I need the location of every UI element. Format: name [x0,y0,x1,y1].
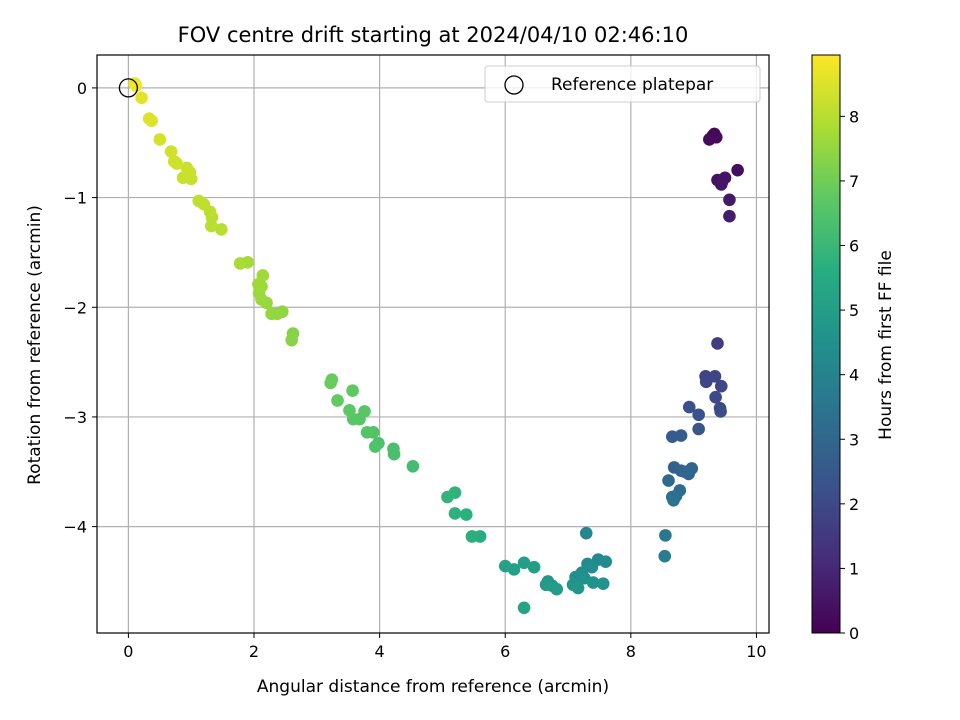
data-point-106 [142,112,156,125]
data-point-77 [324,376,337,390]
axes: 0 2 4 6 8 10 0 −1 −2 −3 −4 [63,54,770,661]
reference-platepar-marker [118,78,139,98]
colorbar-title: Hours from first FF file [876,250,896,440]
data-point-40 [585,560,599,574]
data-point-21 [692,422,705,436]
y-axis-title: Rotation from reference (arcmin) [25,205,45,485]
data-point-79 [285,333,298,347]
data-point-82 [265,307,278,321]
data-point-74 [346,384,359,397]
x-tick-label-4: 8 [626,642,636,661]
data-point-88 [256,269,270,282]
data-point-72 [358,405,371,418]
data-point-103 [164,145,178,158]
data-point-10 [723,209,736,223]
data-point-19 [682,400,696,414]
data-point-33 [667,493,680,507]
colorbar-tick-label-3: 3 [849,430,859,449]
colorbar-tick-label-6: 6 [849,237,859,256]
data-point-23 [674,429,688,442]
y-tick-label-2: −2 [63,298,87,317]
data-point-51 [550,582,564,596]
data-point-65 [387,442,400,456]
data-point-102 [167,155,181,168]
data-point-63 [406,459,420,473]
data-point-62 [441,490,454,504]
data-point-56 [517,601,531,615]
data-point-15 [714,379,728,393]
data-point-38 [599,555,613,569]
x-tick-label-0: 0 [123,642,133,661]
x-tick-label-5: 10 [746,642,766,661]
data-point-60 [448,507,462,520]
data-point-8 [714,178,728,191]
data-point-96 [192,194,206,208]
colorbar: 0 1 2 3 4 5 6 7 8 [811,54,859,643]
chart-title: FOV centre drift starting at 2024/04/10 … [178,23,689,47]
colorbar-tick-label-0: 0 [849,624,859,643]
data-point-50 [539,578,553,592]
data-point-91 [215,223,228,236]
data-point-29 [662,474,675,487]
grid [97,55,769,633]
x-tick-label-3: 6 [500,642,510,661]
data-point-35 [658,549,672,563]
legend-marker-reference [504,75,524,95]
data-point-45 [596,577,610,590]
data-point-28 [678,465,692,479]
colorbar-tick-label-5: 5 [849,301,859,320]
data-point-14 [699,375,713,389]
plot-frame [96,54,770,634]
legend: Reference platepar [484,65,761,103]
data-point-90 [233,257,247,270]
colorbar-tick-label-8: 8 [849,107,859,126]
colorbar-tick-label-7: 7 [849,172,859,191]
x-tick-label-2: 4 [375,642,385,661]
data-point-55 [498,559,512,573]
data-point-47 [571,581,585,595]
legend-label-reference: Reference platepar [551,75,713,95]
y-tick-label-4: −4 [63,518,87,537]
data-point-67 [368,440,382,453]
x-axis-title: Angular distance from reference (arcmin) [257,677,609,697]
data-points [118,77,744,615]
data-point-11 [711,337,724,350]
y-tick-label-3: −3 [63,408,87,427]
data-point-73 [343,404,356,417]
data-point-59 [459,508,473,521]
y-tick-label-0: 0 [77,79,87,98]
data-point-100 [180,161,194,175]
colorbar-gradient [811,54,841,634]
data-point-20 [692,408,705,422]
data-point-36 [579,526,593,540]
data-point-58 [465,530,479,543]
data-point-34 [659,529,672,542]
colorbar-tick-label-1: 1 [849,559,859,578]
data-point-109 [129,79,143,93]
data-point-44 [586,576,600,589]
data-point-9 [723,193,736,207]
data-point-69 [360,425,374,439]
data-point-75 [331,394,344,407]
legend-box [484,65,761,103]
data-point-53 [517,556,531,570]
data-point-4 [731,163,744,177]
data-point-18 [714,405,727,418]
data-point-16 [709,390,722,404]
colorbar-tick-label-4: 4 [849,366,859,385]
data-point-3 [703,133,716,146]
x-tick-label-1: 2 [249,642,259,661]
data-point-104 [153,133,167,146]
y-tick-label-1: −1 [63,189,87,208]
data-point-107 [135,91,148,105]
data-point-52 [527,560,541,574]
colorbar-tick-label-2: 2 [849,495,859,514]
